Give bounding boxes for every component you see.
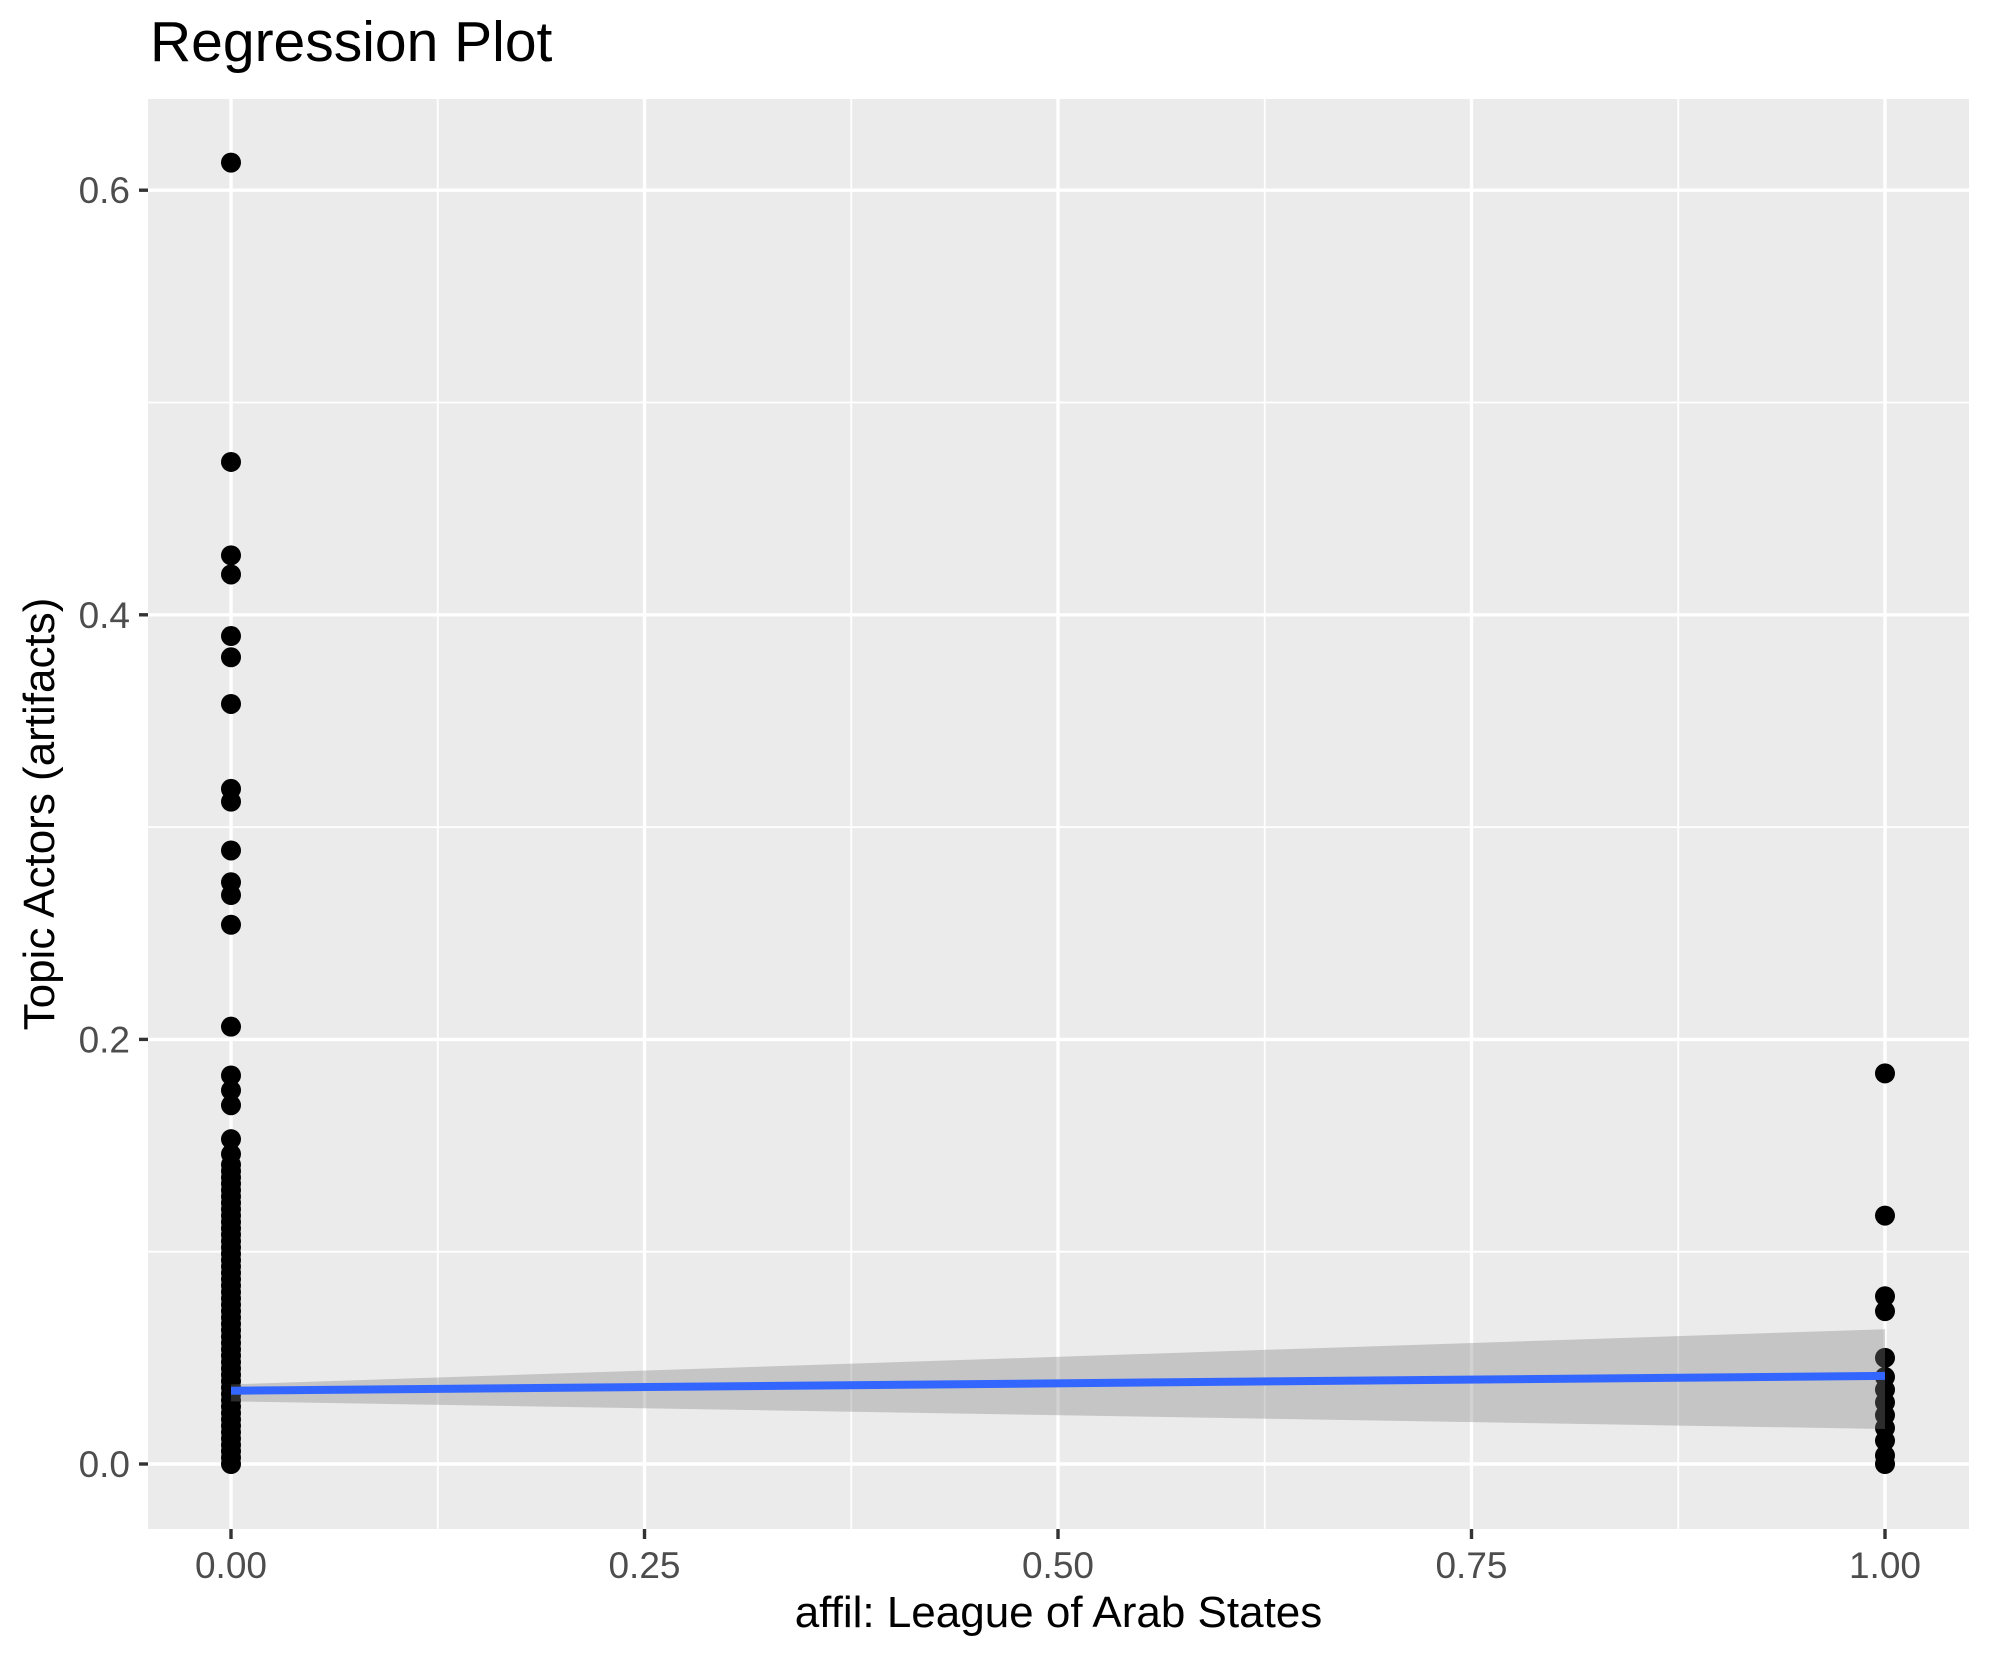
data-point <box>221 914 241 935</box>
x-tick-label: 0.50 <box>1022 1545 1094 1586</box>
data-point <box>221 152 241 173</box>
x-tick-label: 1.00 <box>1849 1545 1921 1586</box>
y-tick-label: 0.4 <box>79 595 130 636</box>
x-tick-label: 0.25 <box>608 1545 680 1586</box>
data-point <box>221 1129 241 1150</box>
data-point <box>221 885 241 906</box>
data-point <box>221 1080 241 1101</box>
data-point <box>221 1016 241 1037</box>
data-point <box>221 545 241 566</box>
data-point <box>1875 1430 1895 1451</box>
x-tick-label: 0.00 <box>195 1545 267 1586</box>
data-point <box>221 1095 241 1116</box>
data-point <box>221 647 241 668</box>
confidence-band <box>231 1329 1885 1429</box>
data-point <box>221 564 241 585</box>
x-tick-label: 0.75 <box>1435 1545 1507 1586</box>
data-point <box>1875 1454 1895 1474</box>
data-point <box>1875 1286 1895 1307</box>
data-point <box>221 693 241 714</box>
data-point <box>221 1454 241 1474</box>
data-point <box>1875 1205 1895 1226</box>
x-axis-title: affil: League of Arab States <box>794 1588 1323 1637</box>
y-tick-label: 0.2 <box>79 1019 130 1060</box>
regression-line <box>230 1371 1886 1395</box>
data-point <box>221 791 241 812</box>
data-point <box>221 451 241 472</box>
data-point <box>1875 1063 1895 1084</box>
data-point <box>1875 1347 1895 1368</box>
y-tick-label: 0.0 <box>79 1444 130 1485</box>
data-point <box>221 626 241 647</box>
y-tick-label: 0.6 <box>79 170 130 211</box>
y-axis-title: Topic Actors (artifacts) <box>15 597 64 1031</box>
plot-title: Regression Plot <box>150 10 553 74</box>
data-point <box>221 840 241 861</box>
data-point <box>1875 1301 1895 1322</box>
data-point <box>221 1065 241 1086</box>
